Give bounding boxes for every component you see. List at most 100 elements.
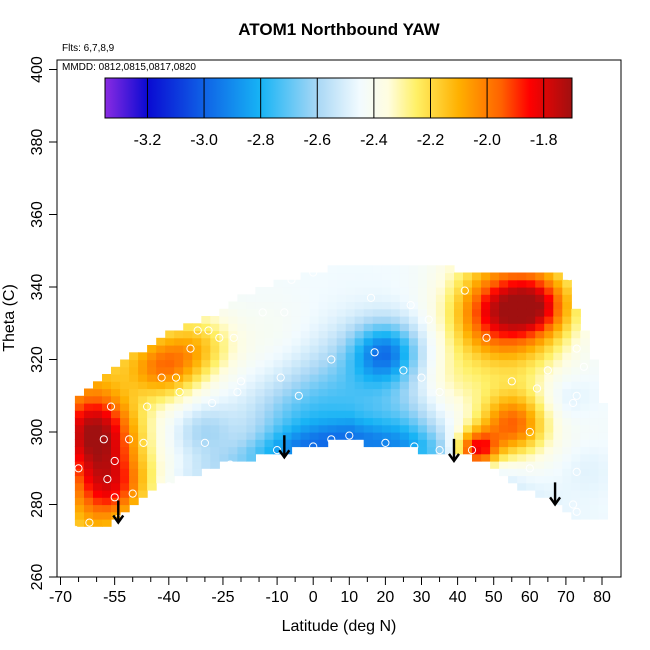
heatmap-cell — [517, 395, 527, 404]
heatmap-cell — [74, 403, 85, 411]
heatmap-cell — [553, 461, 563, 469]
heatmap-cell — [454, 352, 464, 361]
heatmap-cell — [535, 308, 545, 317]
heatmap-cell — [445, 308, 455, 317]
heatmap-cell — [336, 287, 347, 295]
heatmap-cell — [192, 366, 202, 375]
heatmap-cell — [472, 316, 482, 324]
heatmap-cell — [490, 388, 500, 397]
heatmap-cell — [535, 374, 545, 382]
heatmap-cell — [445, 395, 455, 404]
heatmap-cell — [192, 395, 202, 404]
heatmap-cell — [165, 453, 175, 462]
heatmap-cell — [435, 323, 446, 332]
down-arrow-marker — [448, 438, 460, 463]
heatmap-cell — [291, 424, 302, 433]
heatmap-cell — [517, 330, 527, 339]
y-tick-label: 360 — [29, 201, 46, 228]
heatmap-cell — [544, 432, 554, 440]
heatmap-cell — [517, 381, 527, 390]
heatmap-cell — [102, 497, 112, 506]
heatmap-cell — [490, 446, 500, 455]
heatmap-cell — [291, 381, 302, 390]
heatmap-cell — [273, 345, 284, 353]
heatmap-cell — [120, 475, 130, 484]
heatmap-cell — [490, 395, 500, 404]
heatmap-cell — [517, 279, 527, 288]
heatmap-cell — [535, 453, 545, 462]
heatmap-cell — [553, 294, 563, 303]
heatmap-cell — [445, 388, 455, 397]
heatmap-cell — [129, 453, 139, 462]
heatmap-cell — [201, 337, 211, 346]
heatmap-cell — [93, 403, 103, 411]
heatmap-cell — [120, 461, 130, 469]
heatmap-cell — [508, 308, 518, 317]
heatmap-cell — [111, 439, 121, 448]
heatmap-cell — [74, 395, 85, 404]
heatmap-cell — [354, 330, 365, 339]
heatmap-cell — [282, 294, 293, 303]
heatmap-cell — [336, 337, 347, 346]
heatmap-cell — [93, 446, 103, 455]
colorbar-tick-label: -2.2 — [417, 132, 445, 149]
heatmap-cell — [598, 410, 608, 419]
heatmap-cell — [165, 432, 175, 440]
heatmap-cell — [246, 417, 256, 426]
heatmap-cell — [354, 381, 365, 390]
heatmap-cell — [156, 475, 166, 484]
heatmap-cell — [291, 395, 302, 404]
heatmap-cell — [435, 345, 446, 353]
heatmap-cell — [562, 490, 572, 498]
heatmap-cell — [435, 439, 446, 448]
heatmap-cell — [517, 417, 527, 426]
heatmap-cell — [264, 366, 275, 375]
heatmap-cell — [129, 403, 139, 411]
heatmap-cell — [219, 424, 229, 433]
heatmap-cell — [138, 461, 148, 469]
heatmap-cell — [300, 272, 311, 281]
observation-point — [276, 373, 285, 382]
heatmap-cell — [273, 330, 284, 339]
heatmap-cell — [237, 424, 247, 433]
heatmap-cell — [300, 345, 311, 353]
heatmap-cell — [74, 519, 85, 527]
heatmap-cell — [535, 446, 545, 455]
colorbar-tick-label: -2.4 — [360, 132, 388, 149]
heatmap-cell — [264, 446, 275, 455]
heatmap-cell — [381, 301, 392, 310]
heatmap-cell — [282, 330, 293, 339]
heatmap-cell — [129, 388, 139, 397]
heatmap-cell — [183, 359, 193, 368]
heatmap-cell — [553, 301, 563, 310]
observation-point — [294, 391, 303, 400]
heatmap-cell — [499, 403, 509, 411]
heatmap-cell — [454, 308, 464, 317]
heatmap-cell — [138, 432, 148, 440]
heatmap-cell — [589, 432, 599, 440]
heatmap-cell — [553, 432, 563, 440]
observation-point — [110, 493, 119, 502]
heatmap-cell — [246, 316, 256, 324]
heatmap-cell — [300, 388, 311, 397]
heatmap-cell — [345, 417, 356, 426]
heatmap-cell — [426, 403, 437, 411]
heatmap-cell — [417, 294, 428, 303]
heatmap-cell — [544, 272, 554, 281]
heatmap-cell — [345, 352, 356, 361]
heatmap-cell — [300, 323, 311, 332]
heatmap-cell — [544, 294, 554, 303]
heatmap-cell — [228, 410, 238, 419]
heatmap-cell — [165, 410, 175, 419]
heatmap-cell — [499, 374, 509, 382]
x-tick-label: -40 — [157, 589, 180, 606]
heatmap-cell — [399, 374, 410, 382]
heatmap-cell — [318, 272, 329, 281]
heatmap-cell — [571, 352, 581, 361]
heatmap-cell — [318, 279, 329, 288]
heatmap-cell — [336, 395, 347, 404]
observation-point — [99, 435, 108, 444]
heatmap-cell — [228, 432, 238, 440]
heatmap-cell — [336, 308, 347, 317]
heatmap-cell — [517, 272, 527, 281]
